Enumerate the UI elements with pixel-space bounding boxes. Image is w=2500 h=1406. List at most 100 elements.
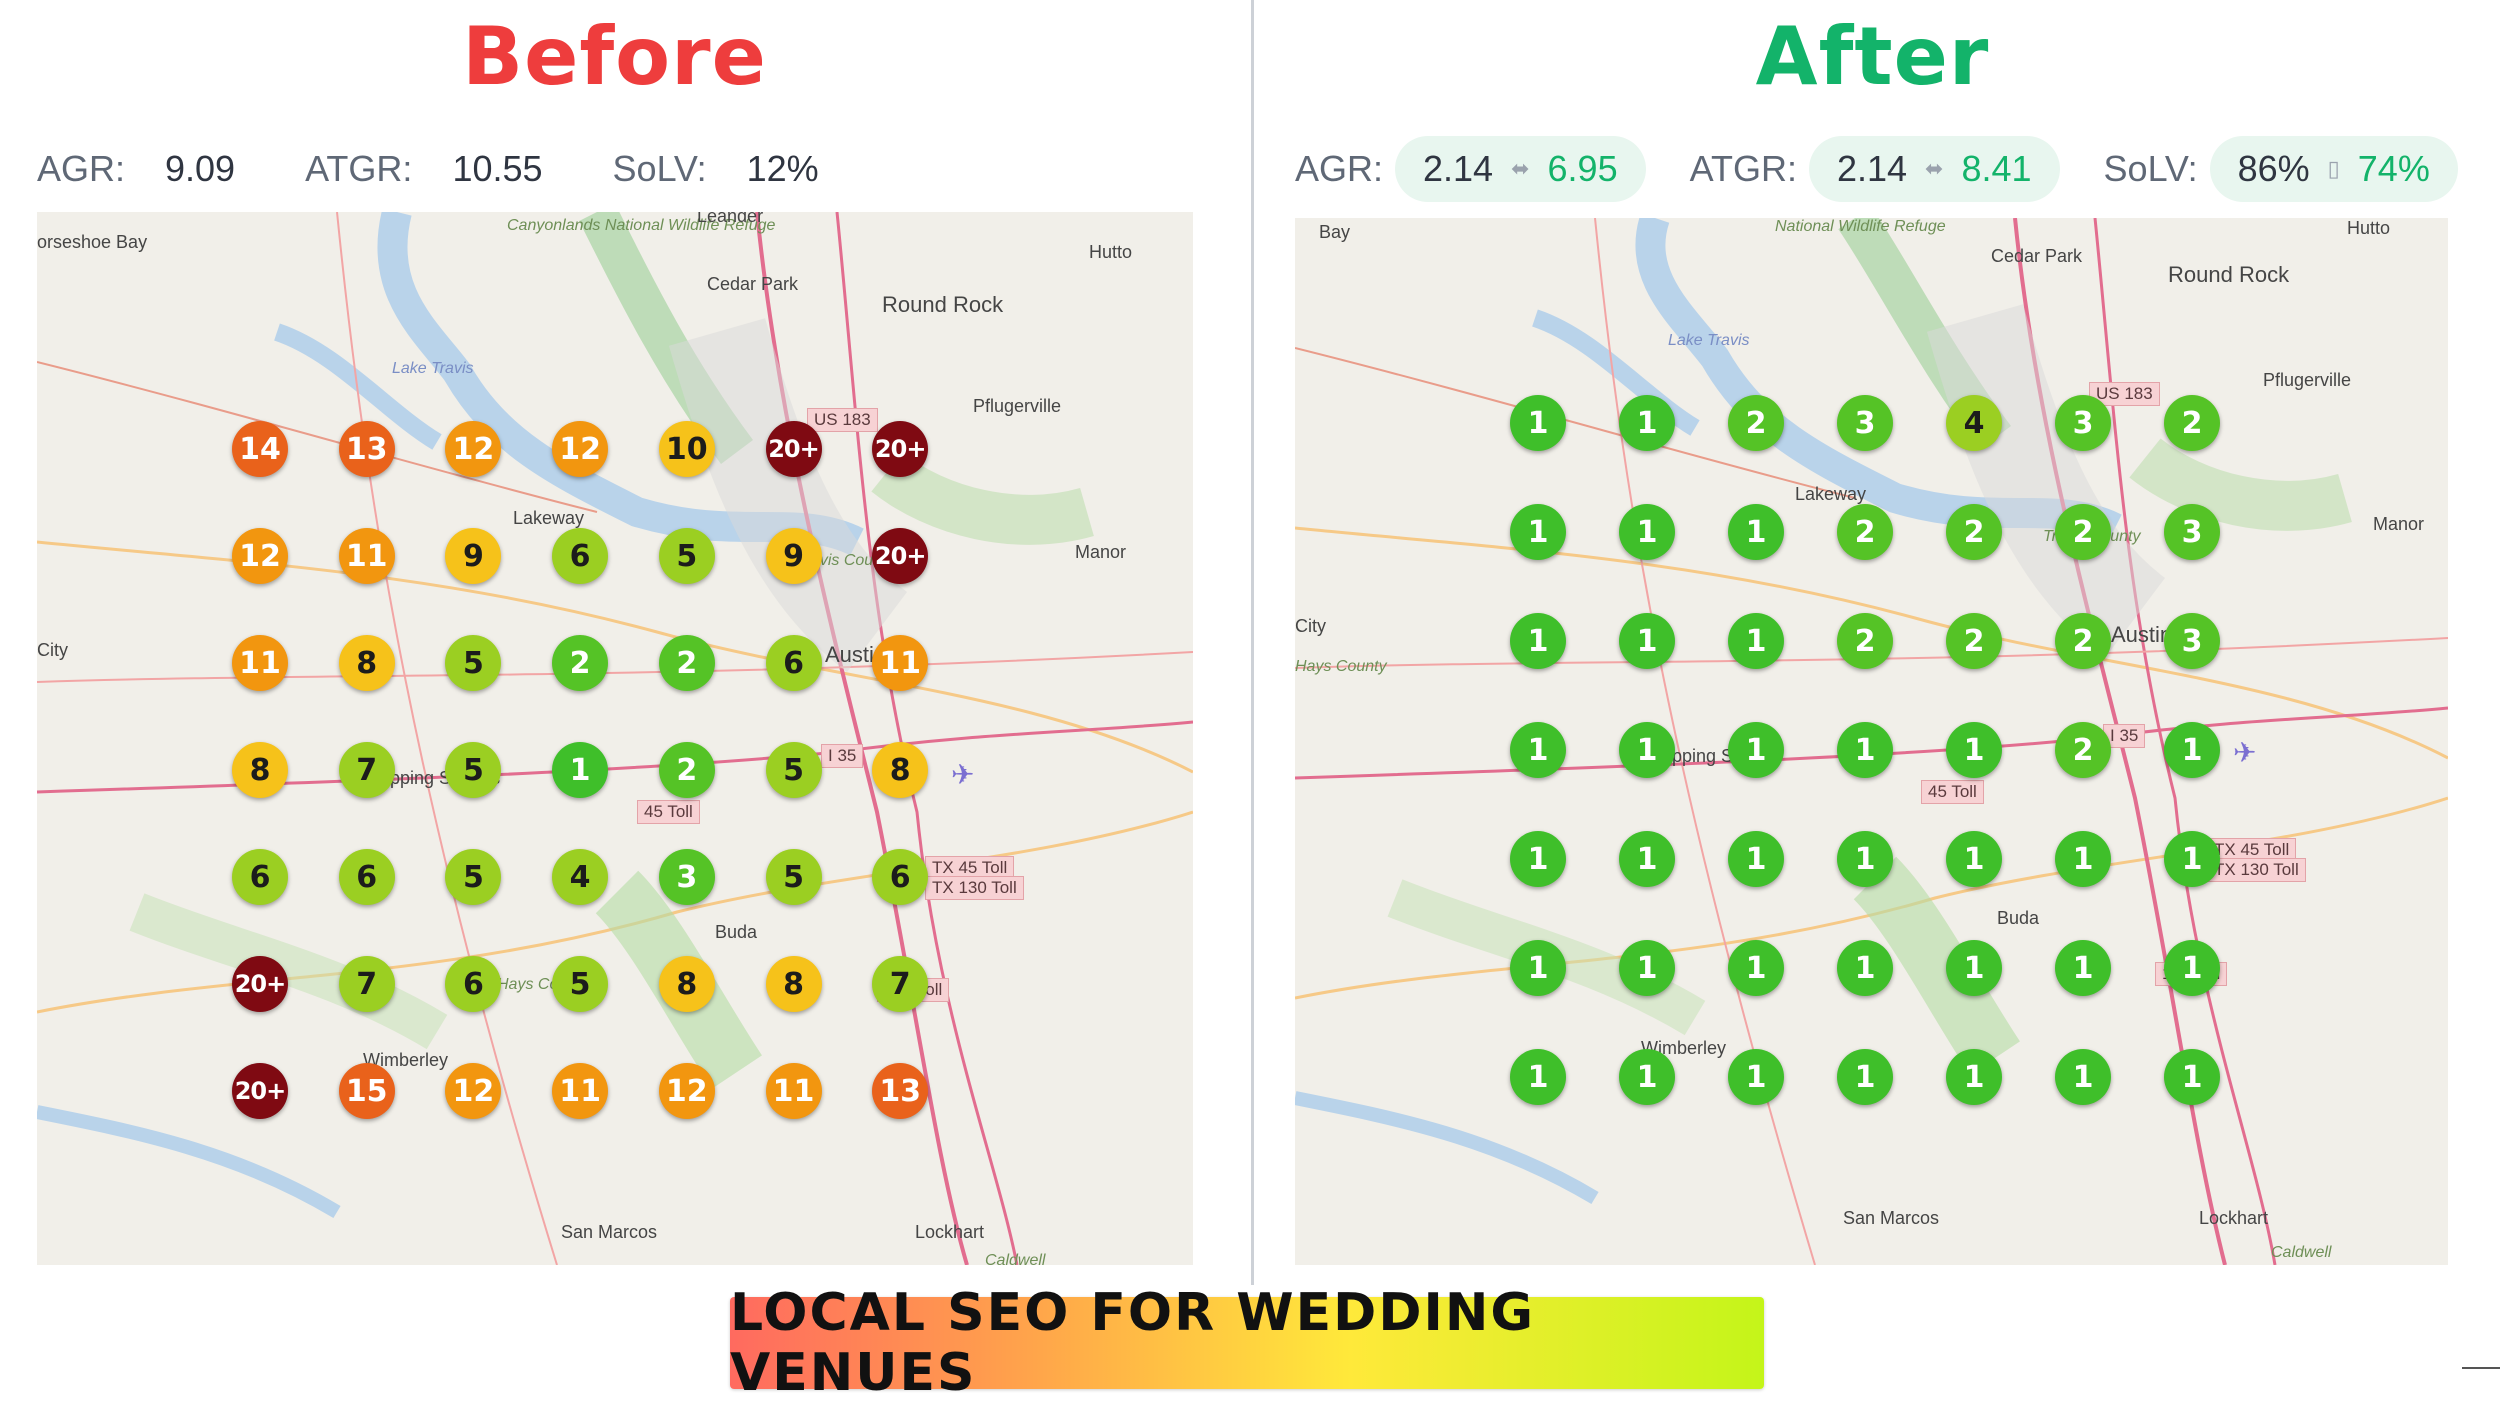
rank-marker[interactable]: 12: [658, 1063, 715, 1119]
rank-marker[interactable]: 6: [445, 956, 502, 1012]
rank-marker[interactable]: 11: [338, 528, 395, 584]
rank-marker[interactable]: 11: [872, 635, 929, 691]
rank-marker[interactable]: 8: [658, 956, 715, 1012]
rank-marker[interactable]: 1: [2164, 722, 2220, 778]
rank-marker[interactable]: 1: [1946, 722, 2002, 778]
rank-marker[interactable]: 2: [1837, 504, 1893, 560]
rank-marker[interactable]: 1: [2164, 940, 2220, 996]
rank-marker[interactable]: 11: [765, 1063, 822, 1119]
rank-marker[interactable]: 10: [658, 421, 715, 477]
rank-marker[interactable]: 1: [1619, 940, 1675, 996]
rank-marker[interactable]: 6: [552, 528, 609, 584]
rank-marker[interactable]: 1: [552, 742, 609, 798]
rank-marker[interactable]: 4: [552, 849, 609, 905]
rank-marker[interactable]: 5: [445, 742, 502, 798]
rank-marker[interactable]: 1: [1510, 395, 1566, 451]
rank-marker[interactable]: 1: [1510, 831, 1566, 887]
rank-marker[interactable]: 1: [1837, 722, 1893, 778]
rank-marker[interactable]: 1: [1510, 613, 1566, 669]
rank-marker[interactable]: 20+: [765, 421, 822, 477]
rank-marker[interactable]: 2: [1946, 613, 2002, 669]
rank-marker[interactable]: 6: [872, 849, 929, 905]
rank-marker[interactable]: 1: [1946, 1049, 2002, 1105]
rank-marker[interactable]: 2: [2055, 504, 2111, 560]
rank-marker[interactable]: 12: [445, 421, 502, 477]
rank-marker[interactable]: 8: [338, 635, 395, 691]
rank-marker[interactable]: 1: [1728, 504, 1784, 560]
rank-marker[interactable]: 1: [1619, 722, 1675, 778]
rank-marker[interactable]: 13: [872, 1063, 929, 1119]
rank-marker[interactable]: 2: [1946, 504, 2002, 560]
rank-marker[interactable]: 1: [2055, 940, 2111, 996]
rank-marker[interactable]: 1: [2164, 1049, 2220, 1105]
rank-marker[interactable]: 1: [1510, 940, 1566, 996]
rank-marker[interactable]: 6: [232, 849, 288, 905]
rank-marker[interactable]: 1: [1619, 395, 1675, 451]
rank-marker[interactable]: 20+: [872, 421, 929, 477]
rank-marker[interactable]: 2: [2055, 722, 2111, 778]
rank-marker[interactable]: 1: [2055, 831, 2111, 887]
rank-marker[interactable]: 5: [765, 742, 822, 798]
rank-marker[interactable]: 6: [338, 849, 395, 905]
rank-marker[interactable]: 20+: [872, 528, 929, 584]
rank-marker[interactable]: 11: [552, 1063, 609, 1119]
before-map[interactable]: orseshoe Bay Canyonlands National Wildli…: [37, 212, 1193, 1265]
rank-marker[interactable]: 1: [1728, 722, 1784, 778]
rank-marker[interactable]: 1: [1728, 1049, 1784, 1105]
rank-marker[interactable]: 1: [1728, 831, 1784, 887]
rank-marker[interactable]: 5: [552, 956, 609, 1012]
rank-marker[interactable]: 1: [1619, 504, 1675, 560]
rank-marker[interactable]: 1: [1946, 831, 2002, 887]
rank-marker[interactable]: 5: [658, 528, 715, 584]
rank-marker[interactable]: 8: [872, 742, 929, 798]
rank-marker[interactable]: 5: [445, 635, 502, 691]
rank-marker[interactable]: 3: [658, 849, 715, 905]
rank-marker[interactable]: 1: [1619, 1049, 1675, 1105]
rank-marker[interactable]: 9: [765, 528, 822, 584]
rank-marker[interactable]: 5: [765, 849, 822, 905]
rank-marker[interactable]: 1: [1619, 831, 1675, 887]
rank-marker[interactable]: 1: [2164, 831, 2220, 887]
rank-marker[interactable]: 1: [1619, 613, 1675, 669]
rank-marker[interactable]: 4: [1946, 395, 2002, 451]
rank-marker[interactable]: 7: [338, 956, 395, 1012]
rank-marker[interactable]: 1: [1946, 940, 2002, 996]
rank-marker[interactable]: 1: [1837, 940, 1893, 996]
rank-marker[interactable]: 2: [658, 742, 715, 798]
after-map[interactable]: Bay National Wildlife Refuge Hutto Cedar…: [1295, 218, 2448, 1265]
rank-marker[interactable]: 1: [1510, 722, 1566, 778]
rank-marker[interactable]: 5: [445, 849, 502, 905]
rank-marker[interactable]: 1: [1837, 1049, 1893, 1105]
rank-marker[interactable]: 14: [232, 421, 288, 477]
rank-marker[interactable]: 12: [552, 421, 609, 477]
rank-marker[interactable]: 2: [552, 635, 609, 691]
rank-marker[interactable]: 9: [445, 528, 502, 584]
rank-marker[interactable]: 7: [338, 742, 395, 798]
rank-marker[interactable]: 2: [1728, 395, 1784, 451]
rank-marker[interactable]: 7: [872, 956, 929, 1012]
rank-marker[interactable]: 11: [232, 635, 288, 691]
rank-marker[interactable]: 1: [1510, 504, 1566, 560]
rank-marker[interactable]: 2: [1837, 613, 1893, 669]
rank-marker[interactable]: 1: [2055, 1049, 2111, 1105]
rank-marker[interactable]: 20+: [232, 956, 288, 1012]
rank-marker[interactable]: 3: [1837, 395, 1893, 451]
rank-marker[interactable]: 15: [338, 1063, 395, 1119]
rank-marker[interactable]: 8: [232, 742, 288, 798]
rank-marker[interactable]: 2: [2055, 613, 2111, 669]
rank-marker[interactable]: 12: [232, 528, 288, 584]
rank-marker[interactable]: 3: [2164, 504, 2220, 560]
rank-marker[interactable]: 20+: [232, 1063, 288, 1119]
rank-marker[interactable]: 1: [1837, 831, 1893, 887]
rank-marker[interactable]: 1: [1728, 613, 1784, 669]
rank-marker[interactable]: 12: [445, 1063, 502, 1119]
rank-marker[interactable]: 8: [765, 956, 822, 1012]
rank-marker[interactable]: 1: [1510, 1049, 1566, 1105]
rank-marker[interactable]: 2: [2164, 395, 2220, 451]
rank-marker[interactable]: 13: [338, 421, 395, 477]
rank-marker[interactable]: 1: [1728, 940, 1784, 996]
rank-marker[interactable]: 6: [765, 635, 822, 691]
rank-marker[interactable]: 3: [2164, 613, 2220, 669]
rank-marker[interactable]: 3: [2055, 395, 2111, 451]
rank-marker[interactable]: 2: [658, 635, 715, 691]
